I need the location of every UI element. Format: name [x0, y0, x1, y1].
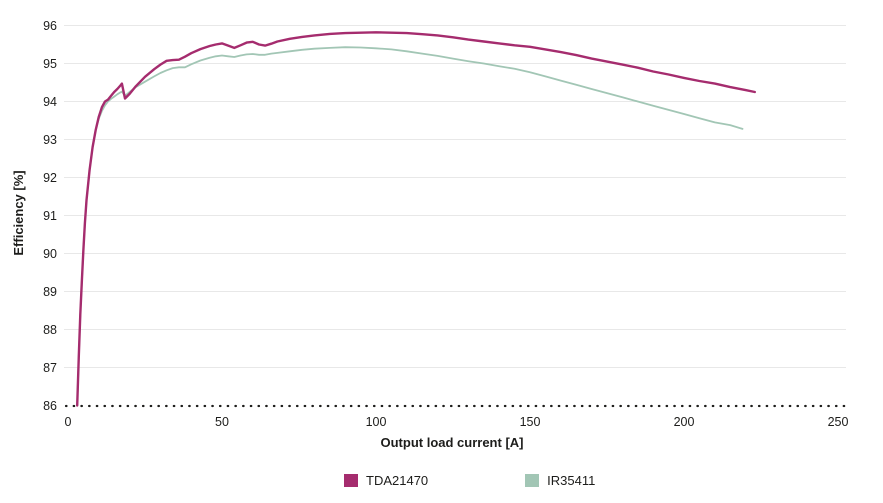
y-tick-89: 89: [43, 285, 57, 299]
series-lines: [75, 31, 756, 407]
x-tick-100: 100: [366, 415, 387, 429]
series-line-tda21470: [75, 31, 756, 407]
gridlines: [64, 25, 850, 408]
y-tick-87: 87: [43, 361, 57, 375]
x-tick-50: 50: [215, 415, 229, 429]
legend-label-tda21470: TDA21470: [366, 473, 429, 488]
x-tick-0: 0: [65, 415, 72, 429]
y-tick-90: 90: [43, 247, 57, 261]
y-tick-96: 96: [43, 19, 57, 33]
x-axis-tick-labels: 0 50 100 150 200 250: [65, 415, 849, 429]
y-tick-95: 95: [43, 57, 57, 71]
series-line-ir35411: [76, 46, 744, 407]
ir35411-color-swatch: [525, 474, 540, 487]
x-tick-150: 150: [520, 415, 541, 429]
y-tick-86: 86: [43, 399, 57, 413]
x-tick-200: 200: [674, 415, 695, 429]
y-tick-88: 88: [43, 323, 57, 337]
y-tick-91: 91: [43, 209, 57, 223]
y-axis-title: Efficiency [%]: [11, 170, 26, 255]
y-tick-94: 94: [43, 95, 57, 109]
legend-item-ir35411: IR35411: [525, 473, 595, 488]
y-tick-92: 92: [43, 171, 57, 185]
x-axis-title: Output load current [A]: [381, 435, 524, 450]
y-tick-93: 93: [43, 133, 57, 147]
x-tick-250: 250: [828, 415, 849, 429]
legend-item-tda21470: TDA21470: [344, 473, 428, 488]
legend-label-ir35411: IR35411: [547, 473, 596, 488]
y-axis-tick-labels: 86 87 88 89 90 91 92 93 94 95 96: [43, 19, 57, 413]
legend: TDA21470 IR35411: [344, 473, 595, 488]
tda21470-color-swatch: [344, 474, 358, 487]
